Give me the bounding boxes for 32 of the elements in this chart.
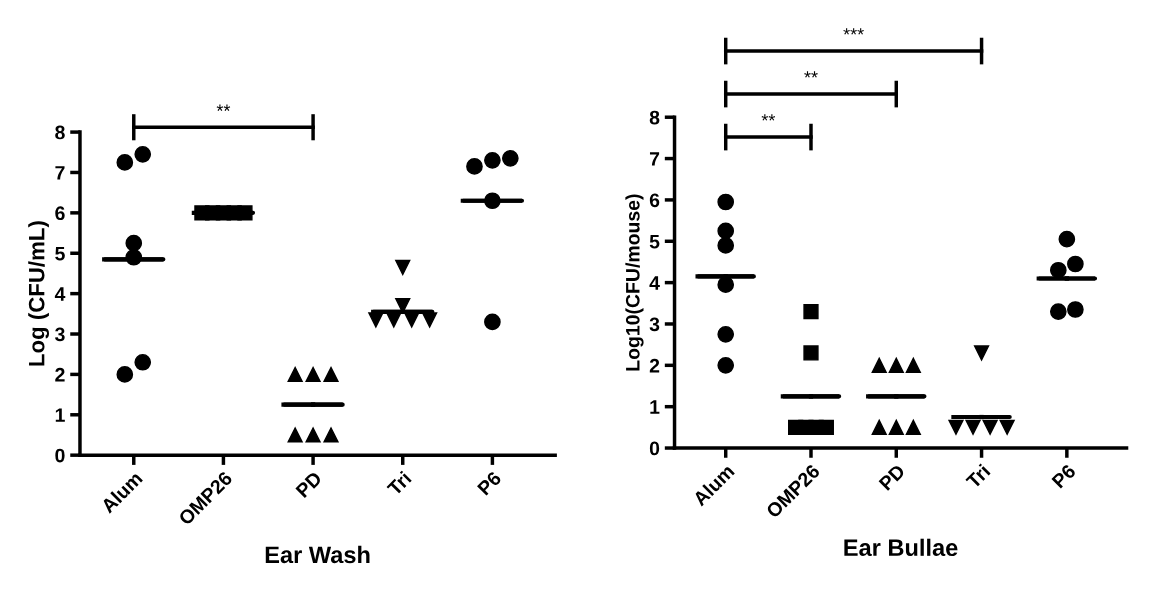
y-tick-label: 2 (649, 358, 660, 373)
y-tick-label: 3 (55, 327, 65, 342)
text: ** (804, 71, 818, 78)
y-tick-label: 4 (54, 287, 66, 301)
x-tick-label: Tri (386, 470, 412, 497)
text: *** (843, 28, 864, 35)
y-tick-label: 6 (649, 193, 660, 208)
y-tick-label: 1 (55, 408, 65, 422)
y-tick-label: 2 (55, 367, 65, 382)
x-tick-label: Tri (964, 463, 991, 490)
text: ** (216, 104, 231, 111)
y-tick-label: 8 (649, 110, 660, 125)
y-axis-title: Log10(CFU/mouse) (625, 194, 644, 371)
x-tick-label: P6 (476, 470, 502, 496)
y-tick-label: 8 (55, 125, 65, 140)
y-tick-label: 5 (55, 246, 65, 261)
y-tick-label: 6 (55, 206, 65, 221)
y-tick-label: 5 (649, 234, 660, 249)
y-tick-label: 7 (55, 166, 65, 180)
x-tick-label: P6 (1051, 463, 1077, 489)
y-axis-title: Log (CFU/mL) (28, 221, 50, 366)
annotation: ** (761, 114, 776, 121)
y-tick-label: 3 (649, 317, 660, 332)
y-tick-label: 0 (55, 448, 65, 463)
x-axis-title: Ear Wash (265, 545, 370, 564)
x-axis-title: Ear Bullae (844, 538, 958, 557)
y-tick-label: 7 (649, 152, 660, 166)
x-tick-label: PD (878, 463, 906, 491)
y-tick-label: 4 (649, 276, 660, 290)
y-tick-label: 0 (649, 441, 660, 456)
x-tick-label: PD (295, 470, 323, 498)
y-tick-label: 1 (650, 400, 660, 414)
